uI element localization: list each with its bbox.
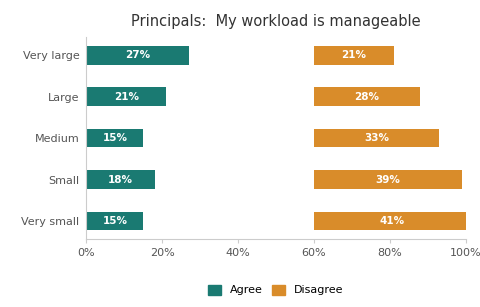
Title: Principals:  My workload is manageable: Principals: My workload is manageable bbox=[131, 14, 421, 29]
Bar bbox=[86, 129, 143, 147]
Text: 15%: 15% bbox=[102, 216, 127, 226]
Bar bbox=[86, 212, 143, 230]
Bar bbox=[86, 46, 189, 65]
Text: 18%: 18% bbox=[108, 175, 133, 185]
Bar bbox=[86, 87, 166, 106]
Text: 21%: 21% bbox=[114, 92, 139, 102]
Text: 15%: 15% bbox=[102, 133, 127, 143]
Text: 27%: 27% bbox=[125, 50, 150, 60]
Text: 39%: 39% bbox=[375, 175, 400, 185]
Bar bbox=[314, 129, 439, 147]
Legend: Agree, Disagree: Agree, Disagree bbox=[205, 281, 347, 299]
Text: 28%: 28% bbox=[355, 92, 380, 102]
Bar bbox=[86, 170, 155, 189]
Bar bbox=[314, 170, 462, 189]
Bar bbox=[314, 46, 394, 65]
Bar bbox=[314, 212, 469, 230]
Bar bbox=[314, 87, 420, 106]
Text: 33%: 33% bbox=[364, 133, 389, 143]
Text: 21%: 21% bbox=[341, 50, 366, 60]
Text: 41%: 41% bbox=[379, 216, 404, 226]
